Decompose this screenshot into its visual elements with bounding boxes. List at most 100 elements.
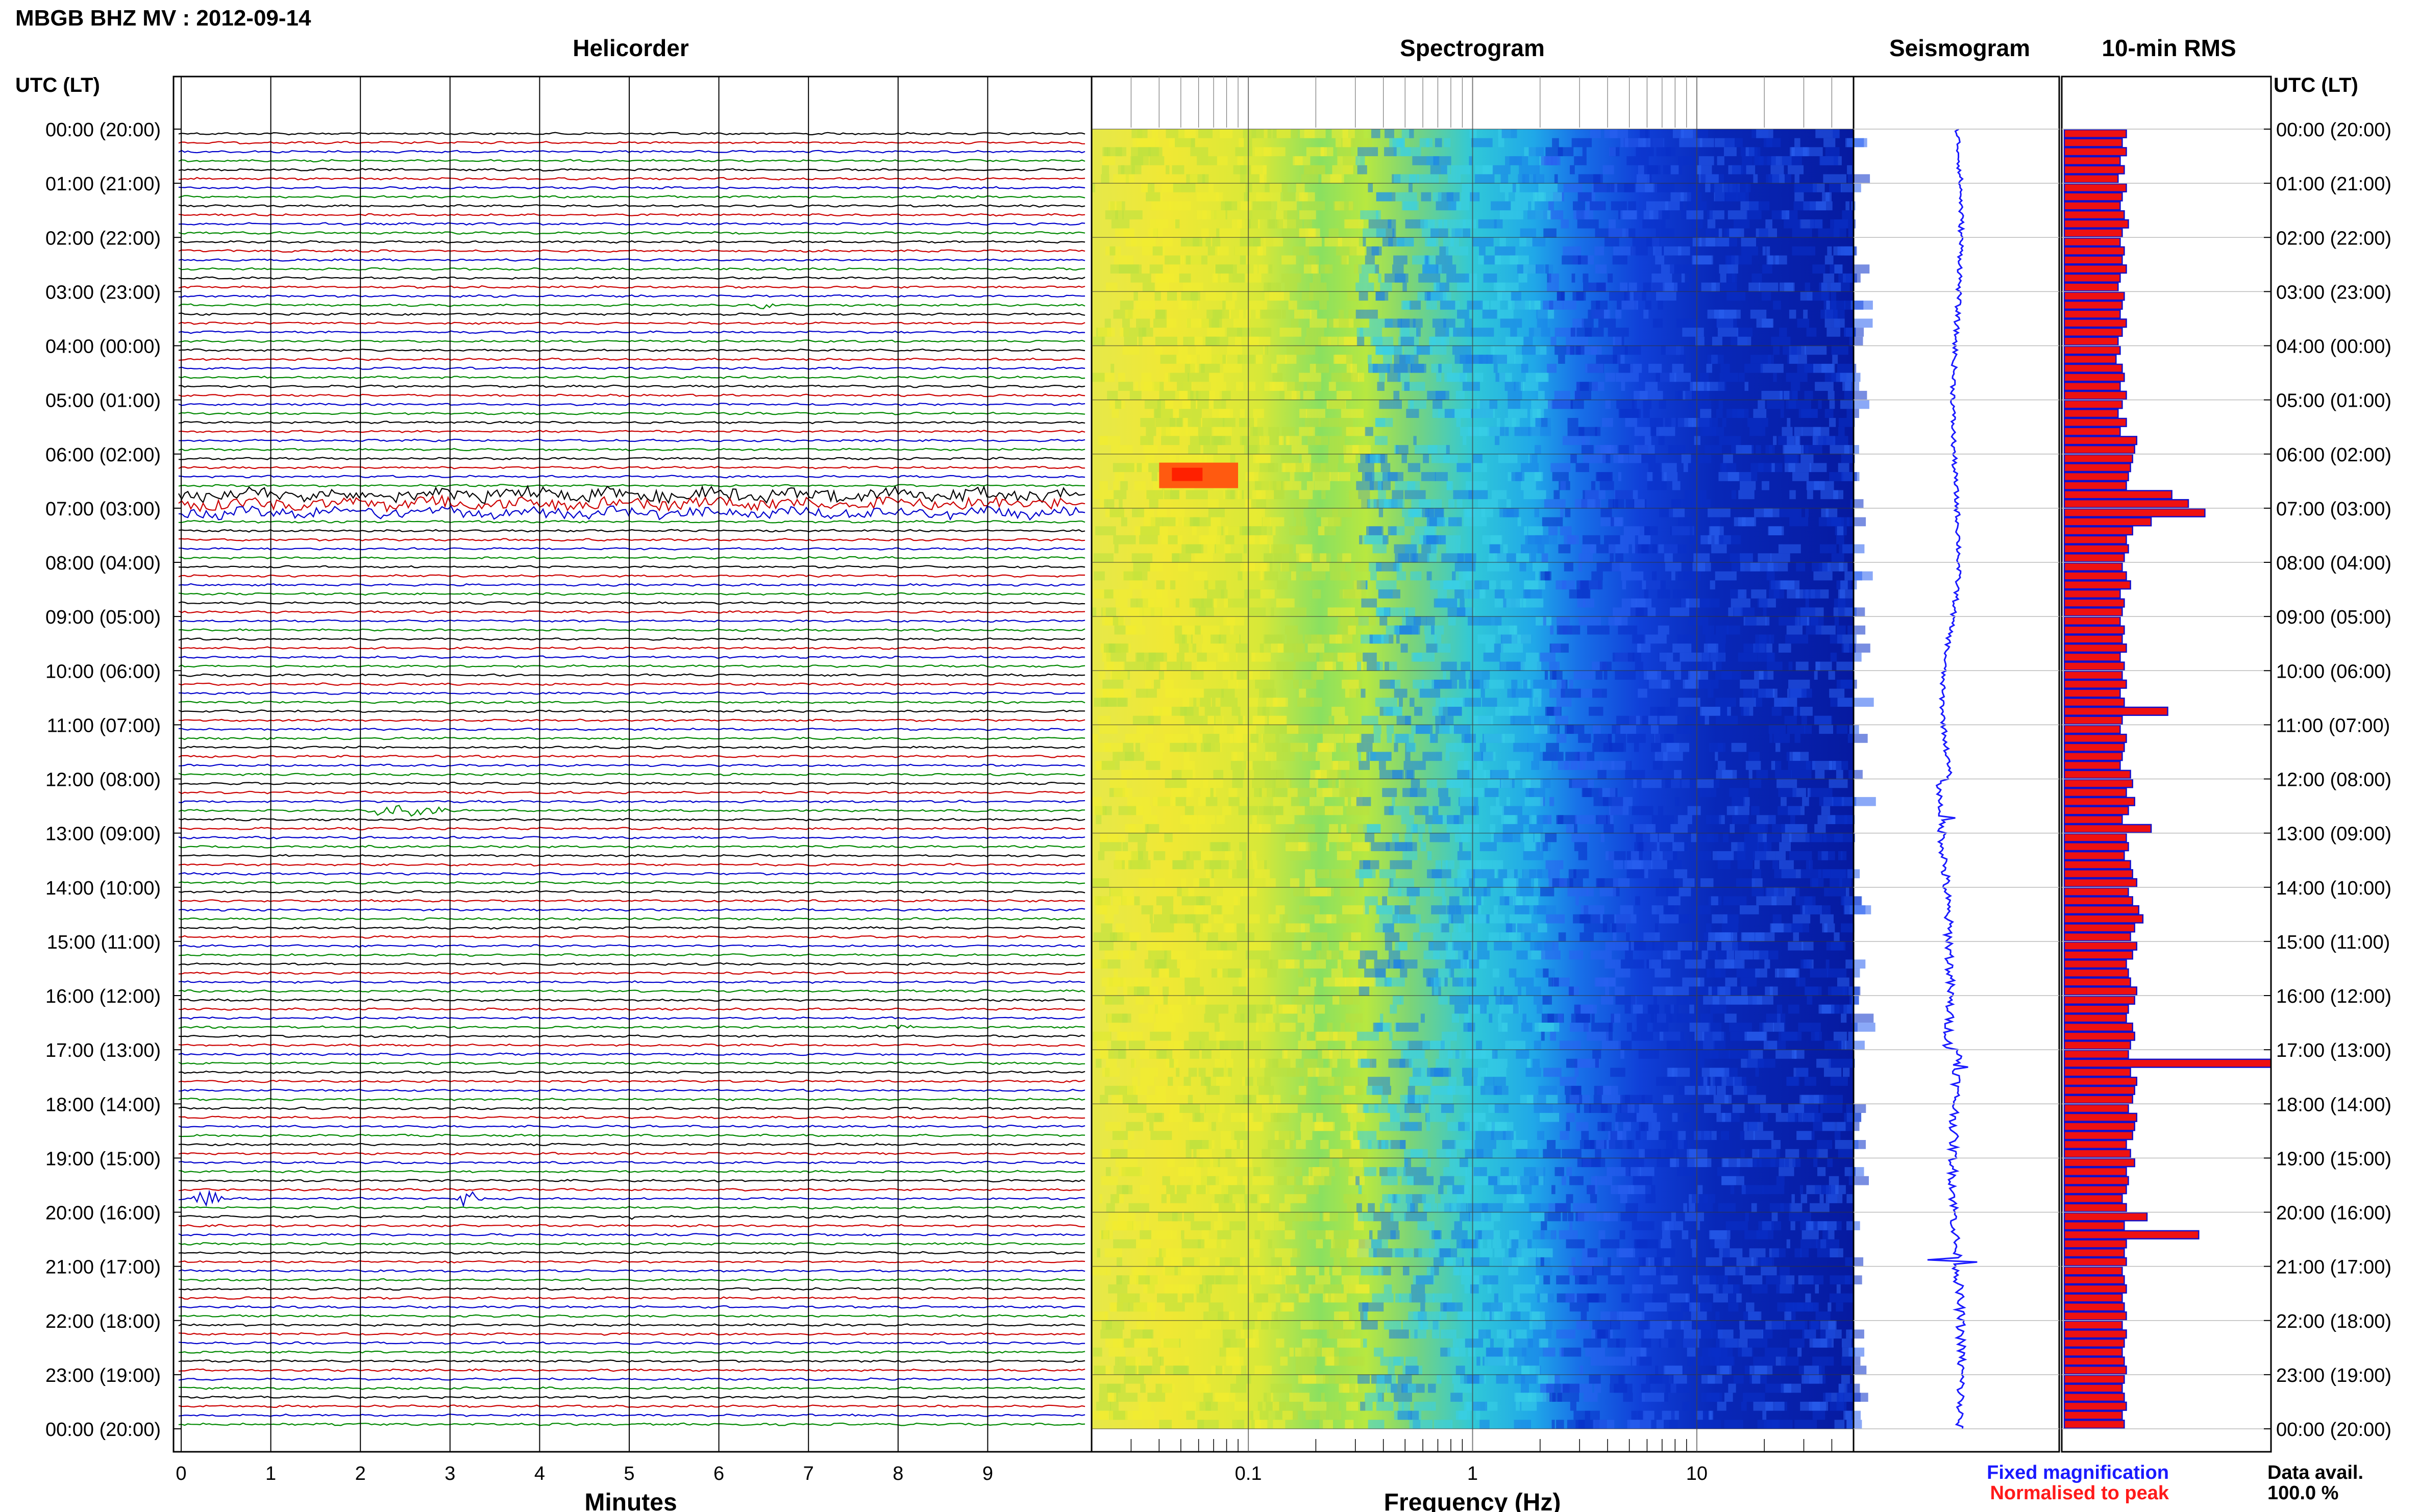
spectrogram-cell	[1683, 679, 1699, 689]
spectrogram-cell	[1741, 246, 1758, 256]
spectrogram-cell	[1101, 923, 1113, 933]
spectrogram-cell	[1299, 228, 1320, 238]
spectrogram-cell	[1772, 914, 1782, 924]
spectrogram-cell	[1128, 1203, 1149, 1212]
spectrogram-cell	[1110, 887, 1134, 897]
spectrogram-cell	[1316, 752, 1332, 761]
spectrogram-cell	[1283, 671, 1293, 680]
spectrogram-cell	[1214, 869, 1238, 879]
spectrogram-cell	[1805, 282, 1810, 292]
spectrogram-cell	[1104, 1248, 1122, 1257]
spectrogram-cell	[1375, 291, 1389, 301]
spectrogram-cell	[1574, 1068, 1579, 1077]
spectrogram-cell	[1312, 589, 1321, 599]
spectrogram-cell	[1220, 1194, 1232, 1203]
spectrogram-cell	[1657, 1149, 1673, 1158]
spectrogram-cell	[1702, 625, 1714, 635]
spectrogram-cell	[1436, 255, 1452, 265]
spectrogram-cell	[1551, 643, 1561, 653]
spectrogram-cell	[1740, 1131, 1744, 1140]
spectrogram-cell	[1502, 878, 1519, 887]
spectrogram-cell	[1707, 210, 1713, 219]
spectrogram-cell	[1273, 1112, 1289, 1122]
spectrogram-cell	[1474, 373, 1484, 382]
spectrogram-cell	[1661, 345, 1685, 355]
spectrogram-cell	[1451, 1013, 1459, 1023]
spectrogram-cell	[1264, 571, 1278, 581]
spectrogram-cell	[1730, 996, 1748, 1005]
spectrogram-cell	[1462, 887, 1469, 897]
spectrogram-cell	[1596, 301, 1600, 310]
spectrogram-cell	[1537, 1004, 1543, 1014]
spectrogram-cell	[1738, 373, 1745, 382]
spectrogram-cell	[1181, 770, 1196, 779]
spectrogram-cell	[1237, 923, 1245, 933]
spectrogram-cell	[1672, 842, 1685, 851]
spectrogram-cell	[1595, 427, 1601, 436]
spectrogram-cell	[1557, 625, 1581, 635]
spectrogram-cell	[1205, 1104, 1225, 1113]
spectrogram-cell	[1594, 1085, 1603, 1095]
spectrogram-cell	[1732, 1104, 1745, 1113]
spectrogram-cell	[1818, 869, 1831, 879]
spectrogram-cell	[1411, 499, 1431, 508]
spectrogram-cell	[1848, 770, 1863, 779]
spectrogram-cell	[1638, 138, 1650, 147]
spectrogram-cell	[1133, 986, 1150, 996]
spectrogram-cell	[1426, 643, 1438, 653]
spectrogram-cell	[1512, 688, 1532, 698]
spectrogram-texture	[1092, 129, 1876, 1429]
spectrogram-cell	[1837, 698, 1853, 707]
spectrogram-cell	[1528, 328, 1550, 337]
spectrogram-cell	[1199, 1040, 1217, 1050]
spectrogram-cell	[1506, 499, 1511, 508]
spectrogram-cell	[1495, 436, 1500, 445]
spectrogram-cell	[1758, 400, 1765, 409]
spectrogram-cell	[1638, 544, 1648, 554]
spectrogram-cell	[1630, 607, 1648, 617]
spectrogram-cell	[1634, 445, 1655, 454]
spectrogram-cell	[1194, 553, 1213, 562]
spectrogram-cell	[1665, 418, 1685, 427]
spectrogram-cell	[1169, 1112, 1183, 1122]
spectrogram-cell	[1238, 715, 1243, 725]
spectrogram-cell	[1250, 328, 1272, 337]
spectrogram-cell	[1097, 1040, 1107, 1050]
spectrogram-cell	[1621, 1158, 1644, 1168]
spectrogram-cell	[1775, 742, 1781, 752]
spectrogram-cell	[1637, 1023, 1647, 1032]
spectrogram-cell	[1109, 643, 1129, 653]
spectrogram-cell	[1575, 390, 1591, 400]
spectrogram-cell	[1346, 770, 1349, 779]
spectrogram-cell	[1092, 373, 1105, 382]
spectrogram-cell	[1632, 634, 1644, 644]
spectrogram-cell	[1472, 237, 1494, 246]
spectrogram-cell	[1370, 571, 1377, 581]
spectrogram-cell	[1543, 968, 1549, 978]
spectrogram-cell	[1179, 409, 1202, 418]
spectrogram-cell	[1494, 1185, 1517, 1195]
spectrogram-cell	[1701, 652, 1725, 662]
time-axis-label-left: UTC (LT)	[15, 74, 100, 96]
spectrogram-cell	[1146, 427, 1156, 436]
spectrogram-cell	[1732, 409, 1744, 418]
spectrogram-cell	[1176, 418, 1183, 427]
spectrogram-cell	[1658, 436, 1665, 445]
spectrogram-cell	[1272, 1058, 1279, 1068]
spectrogram-cell	[1839, 878, 1852, 887]
spectrogram-cell	[1689, 1023, 1711, 1032]
spectrogram-cell	[1494, 219, 1503, 229]
spectrogram-cell	[1174, 625, 1182, 635]
spectrogram-cell	[1421, 472, 1436, 481]
spectrogram-cell	[1307, 436, 1328, 445]
spectrogram-cell	[1826, 301, 1830, 310]
spectrogram-cell	[1484, 770, 1490, 779]
spectrogram-cell	[1312, 725, 1318, 734]
spectrogram-cell	[1645, 634, 1667, 644]
spectrogram-cell	[1679, 887, 1691, 897]
spectrogram-cell	[1750, 309, 1767, 319]
spectrogram-cell	[1384, 147, 1397, 157]
spectrogram-cell	[1680, 779, 1695, 788]
spectrogram-cell	[1203, 445, 1218, 454]
spectrogram-cell	[1609, 291, 1629, 301]
